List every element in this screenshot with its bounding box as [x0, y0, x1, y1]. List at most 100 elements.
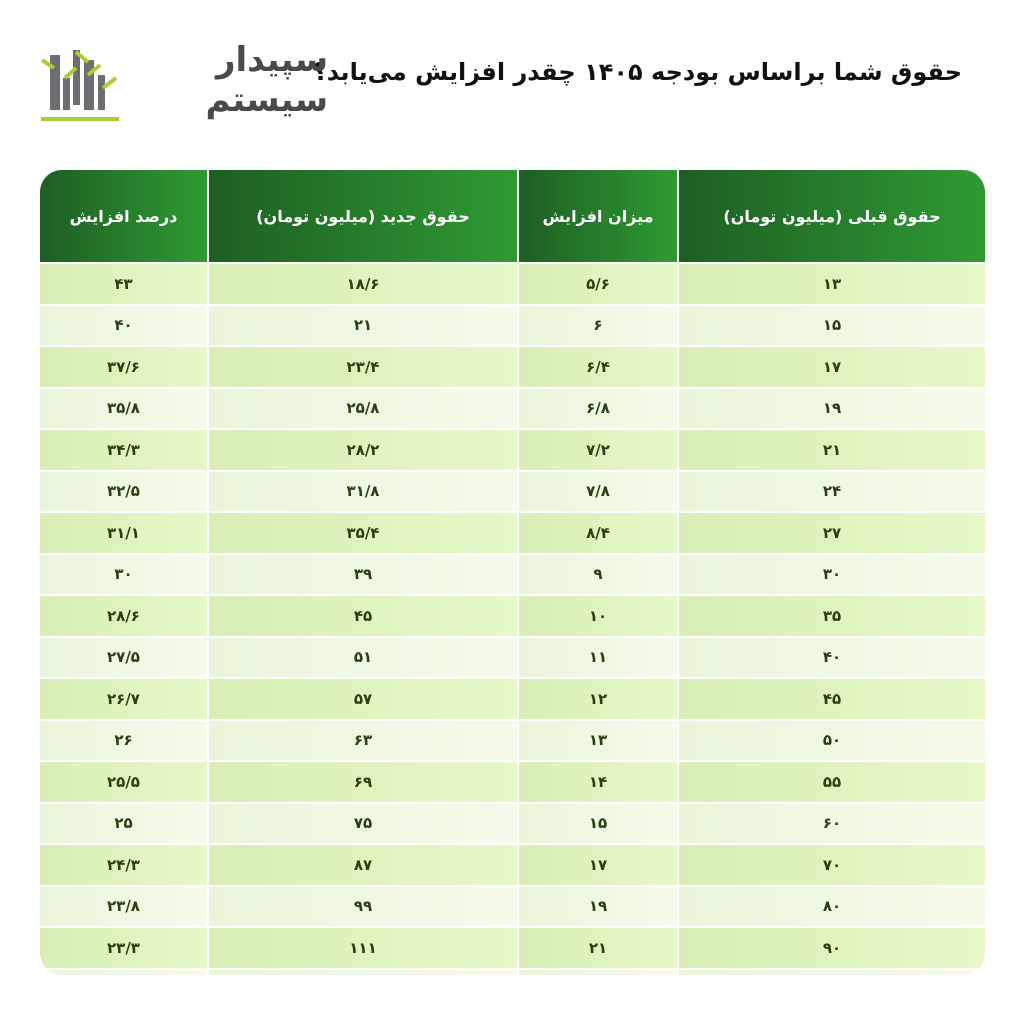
table-row: ۶۰ ۱۵ ۷۵ ۲۵: [40, 801, 985, 844]
logo: سپیدار سیستم: [38, 40, 328, 125]
header-increase-amount: میزان افزایش: [517, 170, 678, 263]
increase-percent-cell: ۲۷/۵: [40, 635, 208, 678]
new-salary-cell: ۳۵/۴: [207, 511, 518, 554]
increase-amount-cell: ۱۳: [517, 718, 678, 761]
table-row: ۴۰ ۱۱ ۵۱ ۲۷/۵: [40, 635, 985, 678]
previous-salary-cell: ۵۵: [677, 760, 985, 803]
header-previous-salary: حقوق قبلی (میلیون تومان): [677, 170, 985, 263]
previous-salary-cell: ۷۰: [677, 843, 985, 886]
previous-salary-cell: ۱۷: [677, 345, 985, 388]
increase-percent-cell: ۳۲/۵: [40, 469, 208, 512]
increase-amount-cell: ۶: [517, 303, 678, 346]
increase-percent-cell: ۲۴/۳: [40, 843, 208, 886]
table-row: ۲۴ ۷/۸ ۳۱/۸ ۳۲/۵: [40, 469, 985, 512]
logo-bars-icon: [40, 50, 119, 121]
new-salary-cell: ۲۱: [207, 303, 518, 346]
table-row: ۱۳ ۵/۶ ۱۸/۶ ۴۳: [40, 262, 985, 305]
new-salary-cell: ۲۸/۲: [207, 428, 518, 471]
increase-percent-cell: ۳۱/۱: [40, 511, 208, 554]
previous-salary-cell: ۲۴: [677, 469, 985, 512]
increase-amount-cell: ۶/۸: [517, 386, 678, 429]
new-salary-cell: ۴۵: [207, 594, 518, 637]
previous-salary-cell: ۲۱: [677, 428, 985, 471]
table-row: ۱۵ ۶ ۲۱ ۴۰: [40, 303, 985, 346]
increase-amount-cell: ۹: [517, 552, 678, 595]
new-salary-cell: ۱۱۱: [207, 926, 518, 969]
increase-amount-cell: ۶/۴: [517, 345, 678, 388]
new-salary-cell: ۱۸/۶: [207, 262, 518, 305]
previous-salary-cell: ۳۰: [677, 552, 985, 595]
previous-salary-cell: ۵۰: [677, 718, 985, 761]
new-salary-cell: ۶۳: [207, 718, 518, 761]
table-row: ۱۰۰۲۳۱۲۳۲۳: [40, 967, 985, 975]
table-row: ۹۰ ۲۱ ۱۱۱ ۲۳/۳: [40, 926, 985, 969]
new-salary-cell: ۳۱/۸: [207, 469, 518, 512]
increase-percent-cell: ۲۶: [40, 718, 208, 761]
increase-amount-cell: ۱۱: [517, 635, 678, 678]
increase-percent-cell: ۳۰: [40, 552, 208, 595]
previous-salary-cell: ۹۰: [677, 926, 985, 969]
logo-line-2: سیستم: [205, 80, 328, 120]
new-salary-cell: ۵۷: [207, 677, 518, 720]
table-row: ۵۰ ۱۳ ۶۳ ۲۶: [40, 718, 985, 761]
increase-amount-cell: ۱۵: [517, 801, 678, 844]
new-salary-cell: ۸۷: [207, 843, 518, 886]
increase-percent-cell: ۲۳: [40, 967, 208, 975]
increase-amount-cell: ۷/۲: [517, 428, 678, 471]
increase-amount-cell: ۵/۶: [517, 262, 678, 305]
increase-percent-cell: ۲۶/۷: [40, 677, 208, 720]
previous-salary-cell: ۴۰: [677, 635, 985, 678]
table-row: ۴۵ ۱۲ ۵۷ ۲۶/۷: [40, 677, 985, 720]
new-salary-cell: ۷۵: [207, 801, 518, 844]
increase-percent-cell: ۲۸/۶: [40, 594, 208, 637]
increase-amount-cell: ۲۱: [517, 926, 678, 969]
increase-amount-cell: ۱۹: [517, 884, 678, 927]
table-row: ۱۷ ۶/۴ ۲۳/۴ ۳۷/۶: [40, 345, 985, 388]
previous-salary-cell: ۳۵: [677, 594, 985, 637]
increase-amount-cell: ۸/۴: [517, 511, 678, 554]
previous-salary-cell: ۴۵: [677, 677, 985, 720]
page-title: حقوق شما براساس بودجه ۱۴۰۵ چقدر افزایش م…: [312, 58, 962, 86]
new-salary-cell: ۱۲۳: [207, 967, 518, 975]
increase-percent-cell: ۳۵/۸: [40, 386, 208, 429]
increase-percent-cell: ۲۵: [40, 801, 208, 844]
previous-salary-cell: ۲۷: [677, 511, 985, 554]
increase-amount-cell: ۲۳: [517, 967, 678, 975]
previous-salary-cell: ۶۰: [677, 801, 985, 844]
table-row: ۱۹ ۶/۸ ۲۵/۸ ۳۵/۸: [40, 386, 985, 429]
increase-amount-cell: ۱۷: [517, 843, 678, 886]
table-row: ۵۵ ۱۴ ۶۹ ۲۵/۵: [40, 760, 985, 803]
header-increase-percent: درصد افزایش: [40, 170, 208, 263]
table-row: ۳۰ ۹ ۳۹ ۳۰: [40, 552, 985, 595]
salary-table: حقوق قبلی (میلیون تومان) میزان افزایش حق…: [40, 170, 985, 975]
increase-percent-cell: ۴۳: [40, 262, 208, 305]
table-row: ۷۰ ۱۷ ۸۷ ۲۴/۳: [40, 843, 985, 886]
increase-amount-cell: ۷/۸: [517, 469, 678, 512]
table-row: ۲۷ ۸/۴ ۳۵/۴ ۳۱/۱: [40, 511, 985, 554]
previous-salary-cell: ۸۰: [677, 884, 985, 927]
previous-salary-cell: ۱۰۰: [677, 967, 985, 975]
increase-percent-cell: ۳۴/۳: [40, 428, 208, 471]
table-row: ۳۵ ۱۰ ۴۵ ۲۸/۶: [40, 594, 985, 637]
header-new-salary: حقوق جدید (میلیون تومان): [207, 170, 518, 263]
logo-line-1: سپیدار: [215, 40, 328, 80]
increase-percent-cell: ۳۷/۶: [40, 345, 208, 388]
new-salary-cell: ۶۹: [207, 760, 518, 803]
table-row: ۲۱ ۷/۲ ۲۸/۲ ۳۴/۳: [40, 428, 985, 471]
increase-amount-cell: ۱۴: [517, 760, 678, 803]
new-salary-cell: ۵۱: [207, 635, 518, 678]
new-salary-cell: ۳۹: [207, 552, 518, 595]
previous-salary-cell: ۱۹: [677, 386, 985, 429]
new-salary-cell: ۹۹: [207, 884, 518, 927]
new-salary-cell: ۲۵/۸: [207, 386, 518, 429]
table-row: ۸۰ ۱۹ ۹۹ ۲۳/۸: [40, 884, 985, 927]
previous-salary-cell: ۱۵: [677, 303, 985, 346]
increase-percent-cell: ۲۳/۳: [40, 926, 208, 969]
previous-salary-cell: ۱۳: [677, 262, 985, 305]
increase-percent-cell: ۴۰: [40, 303, 208, 346]
increase-amount-cell: ۱۰: [517, 594, 678, 637]
increase-amount-cell: ۱۲: [517, 677, 678, 720]
new-salary-cell: ۲۳/۴: [207, 345, 518, 388]
increase-percent-cell: ۲۳/۸: [40, 884, 208, 927]
increase-percent-cell: ۲۵/۵: [40, 760, 208, 803]
